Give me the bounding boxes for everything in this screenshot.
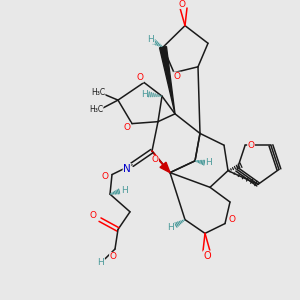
Text: O: O (89, 211, 97, 220)
Text: O: O (229, 215, 236, 224)
Text: O: O (110, 252, 116, 261)
Text: O: O (101, 172, 109, 181)
Text: H: H (141, 90, 147, 99)
Text: O: O (136, 73, 143, 82)
Text: H₃C: H₃C (89, 105, 103, 114)
Text: H: H (206, 158, 212, 167)
Text: N: N (123, 164, 131, 174)
Text: O: O (152, 155, 158, 164)
Polygon shape (160, 162, 170, 172)
Text: H: H (121, 186, 128, 195)
Text: H: H (98, 258, 104, 267)
Text: O: O (203, 251, 211, 261)
Text: H₃C: H₃C (91, 88, 105, 97)
Text: H: H (168, 223, 174, 232)
Text: O: O (248, 141, 255, 150)
Text: O: O (124, 123, 130, 132)
Text: O: O (178, 0, 185, 9)
Text: H: H (148, 35, 154, 44)
Polygon shape (160, 46, 175, 114)
Text: O: O (173, 72, 181, 81)
